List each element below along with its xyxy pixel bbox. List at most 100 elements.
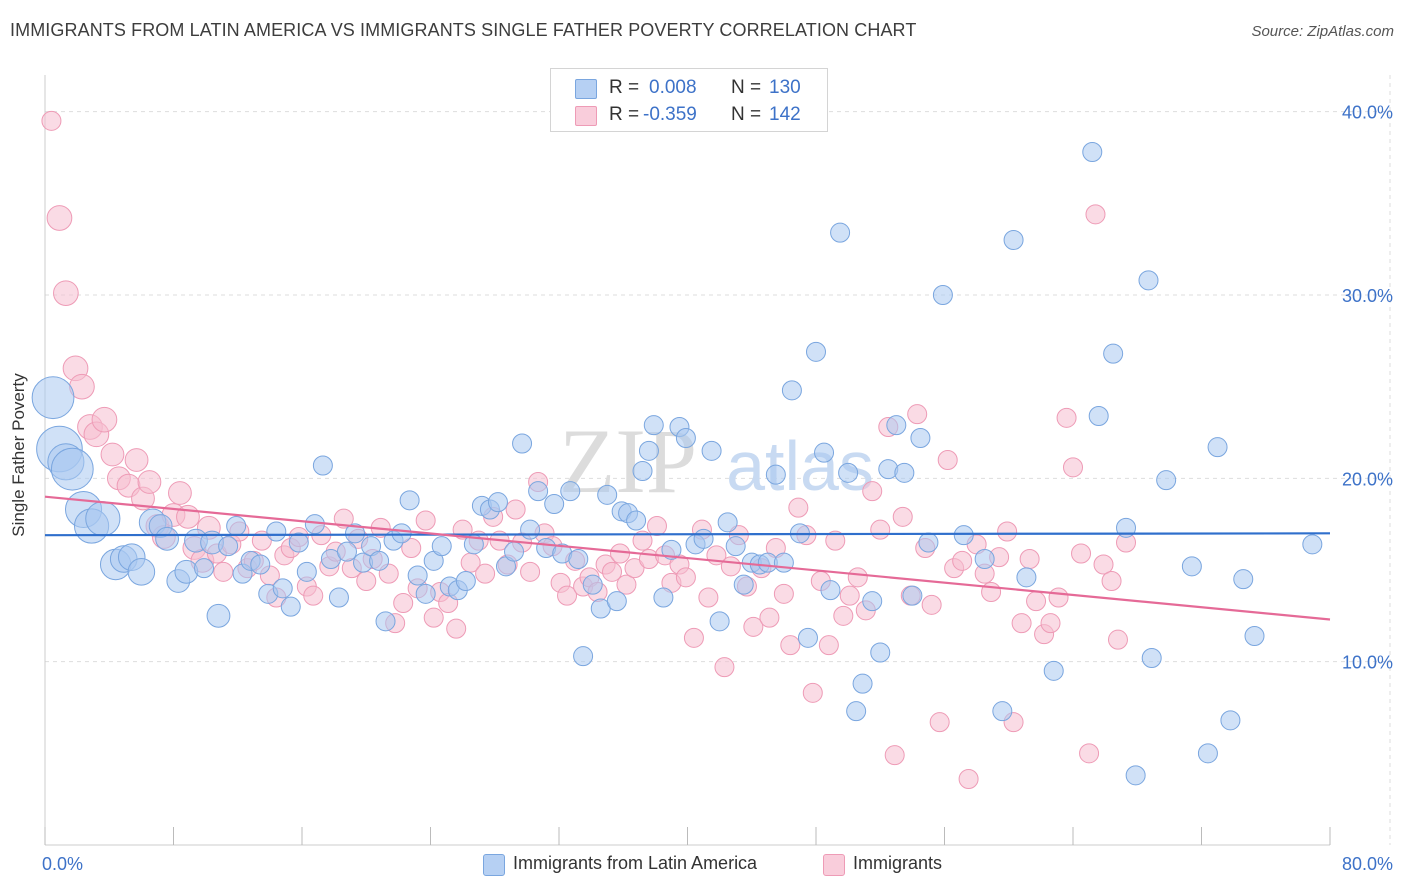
immigrants-point [624,558,645,579]
immigrants-point [1048,587,1069,608]
latin-america-point [206,603,231,628]
latin-america-point [709,611,730,632]
latin-america-point [1003,230,1024,250]
latin-america-point [345,523,366,544]
immigrants-point [303,585,324,606]
legend-swatch-pink [823,854,845,876]
latin-america-point [560,481,581,502]
latin-america-point [838,462,859,483]
immigrants-point [892,506,913,527]
chart-title: IMMIGRANTS FROM LATIN AMERICA VS IMMIGRA… [10,20,917,40]
latin-america-point [328,587,349,608]
latin-america-point [992,701,1013,722]
latin-america-point [606,591,627,612]
latin-america-point [455,571,476,591]
immigrants-point [1071,543,1092,564]
latin-america-point [918,532,939,553]
latin-america-point [902,585,923,606]
latin-america-point [1103,343,1124,364]
latin-america-point [487,492,508,513]
latin-america-point [932,285,953,305]
legend-label-latin-america: Immigrants from Latin America [513,853,758,873]
latin-america-point [127,558,156,586]
x-tick-label: 0.0% [42,854,83,874]
immigrants-point [1056,407,1077,428]
latin-america-point [573,646,594,667]
bottom-legend: Immigrants from Latin America Immigrants [0,852,1406,878]
immigrants-point [780,635,801,656]
latin-america-point [288,532,309,553]
latin-america-point [504,541,525,562]
latin-america-point [85,501,121,537]
latin-america-point [369,550,390,571]
latin-america-point [512,433,533,454]
y-tick-label: 30.0% [1342,286,1393,306]
immigrants-point [53,280,79,307]
latin-america-point [1181,556,1202,577]
immigrants-point [610,543,631,564]
latin-america-point [296,561,317,582]
legend-n-value: 142 [769,104,801,125]
latin-america-point [582,574,603,595]
immigrants-point [788,497,809,518]
immigrants-point [683,627,704,648]
immigrants-point [91,406,118,433]
latin-america-point [1233,569,1254,590]
immigrants-point [46,205,73,231]
legend-n-value: 130 [769,77,801,98]
immigrants-point [981,582,1002,602]
latin-america-point [272,578,293,599]
latin-america-point [701,440,722,461]
latin-america-point [155,526,179,551]
latin-america-point [638,440,659,461]
latin-america-point [717,512,738,533]
immigrants-point [1101,571,1122,591]
latin-america-point [31,376,75,420]
immigrants-point [862,481,883,502]
immigrants-point [475,563,496,584]
immigrants-point [168,481,192,505]
latin-america-point [1043,660,1064,681]
latin-america-point [725,536,746,557]
latin-america-point [312,455,333,476]
legend-swatch-blue [575,79,597,99]
latin-america-point [520,519,541,540]
latin-america-point [375,611,396,632]
latin-america-point [846,701,867,722]
immigrants-point [1093,554,1114,575]
latin-america-point [814,442,835,463]
gridlines [45,75,1391,845]
latin-america-point [1016,567,1037,588]
immigrants-point [333,508,354,529]
latin-america-point [1138,270,1159,291]
immigrants-point [356,571,377,591]
latin-america-point [218,536,239,557]
source-label: Source: ZipAtlas.com [1251,23,1394,40]
immigrants-point [1026,591,1047,612]
latin-america-point [1156,470,1177,491]
latin-america-point [399,490,420,511]
latin-america-point [643,415,664,436]
immigrants-point [520,561,541,582]
latin-america-point [1125,765,1146,786]
legend-n-label: N = [731,77,762,98]
immigrants-point [929,712,950,733]
latin-america-point [226,516,247,536]
immigrants-point [602,561,623,582]
immigrants-point [743,616,764,637]
latin-america-point [675,428,696,448]
latin-america-point [280,596,301,617]
latin-america-point [862,591,883,612]
latin-america-point [415,583,436,604]
latin-america-point [773,552,794,573]
immigrants-point [124,448,149,472]
immigrants-point [720,556,741,577]
immigrants-point [714,657,735,678]
immigrants-point [41,110,62,131]
immigrants-point [100,442,125,467]
trend-lines [44,495,1331,621]
immigrants-point [1011,613,1032,634]
latin-america-point [1082,142,1103,162]
latin-america-point [528,481,549,502]
